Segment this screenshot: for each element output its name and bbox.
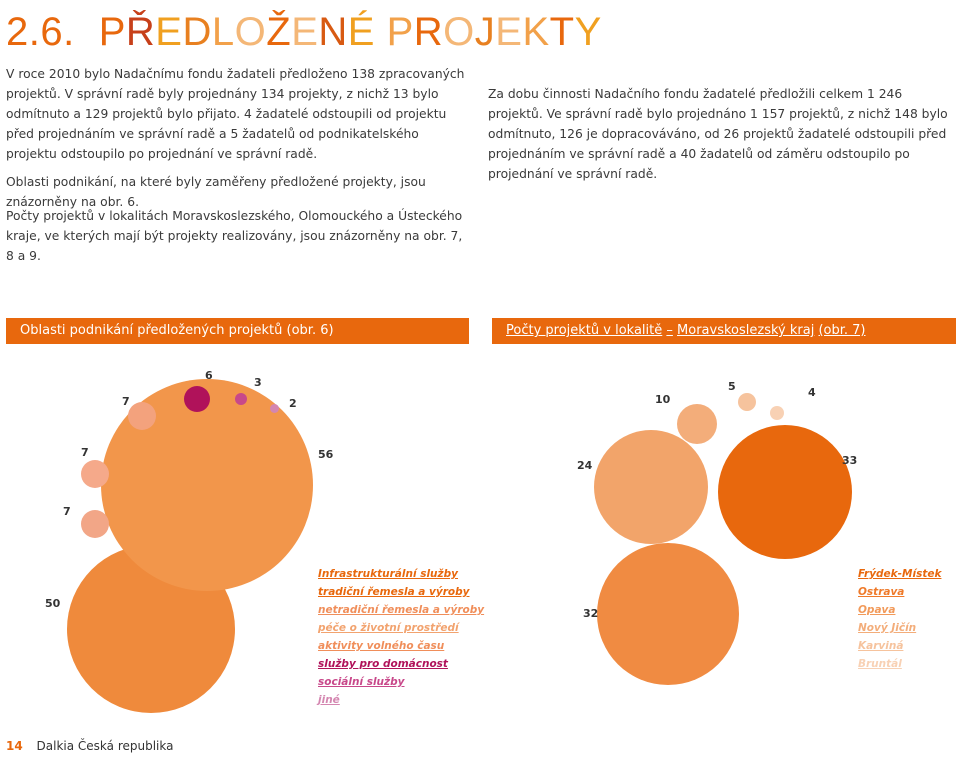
intro-paragraph-left: V roce 2010 bylo Nadačnímu fondu žadatel… — [6, 67, 465, 161]
title-letter: P — [98, 10, 126, 54]
bubble-ostrava — [597, 543, 739, 685]
title-letter: N — [318, 10, 348, 54]
title-letter: K — [522, 10, 550, 54]
title-letter: Y — [574, 10, 602, 54]
value-label-frydek-mistek: 33 — [842, 454, 858, 467]
legend-item: aktivity volného času — [318, 640, 445, 652]
title-letter: O — [234, 10, 267, 54]
legend-item: Bruntál — [858, 658, 902, 670]
title-letter: E — [495, 10, 523, 54]
chart-6-reference: Oblasti podnikání, na které byly zaměřen… — [6, 175, 426, 209]
chart-header-right-dash: – — [666, 323, 673, 338]
legend-item: tradiční řemesla a výroby — [318, 586, 470, 598]
title-letter: L — [211, 10, 235, 54]
title-text: PŘEDLOŽENÉ PROJEKTY — [99, 6, 602, 58]
value-label-bruntal: 4 — [808, 386, 816, 399]
bubble-opava — [594, 430, 708, 544]
bubble-jine — [270, 404, 279, 413]
legend-item: Nový Jičín — [858, 622, 917, 634]
legend-item: sociální služby — [318, 676, 405, 688]
chart-header-right-region: Moravskoslezský kraj — [677, 323, 815, 338]
value-label-aktivity-volneho-casu: 7 — [63, 505, 71, 518]
bubble-aktivity-volneho-casu — [81, 510, 109, 538]
chart-header-left: Oblasti podnikání předložených projektů … — [6, 318, 469, 344]
value-label-karvina: 5 — [728, 380, 736, 393]
bubble-frydek-mistek — [718, 425, 852, 559]
title-letter — [375, 6, 387, 58]
title-letter: Ř — [125, 10, 156, 54]
value-label-jine: 2 — [289, 397, 297, 410]
title-letter: Ž — [266, 10, 292, 54]
bubble-bruntal — [770, 406, 784, 420]
chart-header-left-ref: (obr. 6) — [286, 323, 334, 338]
title-letter: É — [347, 10, 375, 54]
value-label-sluzby-pro-domacnost: 6 — [205, 369, 213, 382]
title-letter: E — [155, 10, 183, 54]
legend-item: služby pro domácnost — [318, 658, 448, 670]
legend-item: Karviná — [858, 640, 904, 652]
page-footer: 14 Dalkia Česká republika — [6, 739, 173, 753]
title-letter: P — [386, 10, 414, 54]
title-letter: D — [182, 10, 212, 54]
legend-item: Frýdek-Místek — [858, 568, 942, 580]
chart-7-reference: Počty projektů v lokalitách Moravskoslez… — [6, 209, 463, 263]
bubble-novy-jicin — [677, 404, 717, 444]
title-letter: R — [413, 10, 444, 54]
legend-item: Ostrava — [858, 586, 905, 598]
intro-paragraph-right: Za dobu činnosti Nadačního fondu žadatel… — [488, 87, 948, 181]
bubble-karvina — [738, 393, 756, 411]
value-label-infrastrukturalni-sluzby: 50 — [45, 597, 61, 610]
legend-item: Opava — [858, 604, 896, 616]
company-name: Dalkia Česká republika — [36, 739, 174, 753]
page-number: 14 — [6, 739, 23, 753]
value-label-tradicni-remesla: 56 — [318, 448, 334, 461]
bubble-netradicni-remesla — [128, 402, 156, 430]
value-label-ostrava: 32 — [583, 607, 599, 620]
value-label-socialni-sluzby: 3 — [254, 376, 262, 389]
title-letter: T — [549, 10, 575, 54]
legend-item: jiné — [318, 694, 340, 706]
chart-header-right-title: Počty projektů v lokalitě — [506, 323, 663, 338]
value-label-netradicni-remesla: 7 — [122, 395, 130, 408]
legend-item: netradiční řemesla a výroby — [318, 604, 485, 616]
legend-right: Frýdek-Místek Ostrava Opava Nový Jičín Karvi… — [858, 565, 941, 673]
bubble-socialni-sluzby — [235, 393, 247, 405]
chart-header-right: Počty projektů v lokalitě – Moravskoslez… — [492, 318, 956, 344]
chart-header-left-title: Oblasti podnikání předložených projektů — [20, 323, 283, 338]
page-title: 2.6. PŘEDLOŽENÉ PROJEKTY — [6, 6, 602, 58]
title-letter: E — [291, 10, 319, 54]
value-label-pece-o-zivotni-prostredi: 7 — [81, 446, 89, 459]
chart-header-right-ref: (obr. 7) — [818, 323, 866, 338]
legend-item: péče o životní prostředí — [318, 622, 459, 634]
bubble-sluzby-pro-domacnost — [184, 386, 210, 412]
title-letter: J — [474, 10, 496, 54]
title-number: 2.6. — [6, 10, 75, 54]
legend-left: Infrastrukturální služby tradiční řemesla… — [318, 565, 484, 709]
value-label-novy-jicin: 10 — [655, 393, 671, 406]
bubble-pece-o-zivotni-prostredi — [81, 460, 109, 488]
title-letter: O — [443, 10, 475, 54]
value-label-opava: 24 — [577, 459, 593, 472]
legend-item: Infrastrukturální služby — [318, 568, 459, 580]
